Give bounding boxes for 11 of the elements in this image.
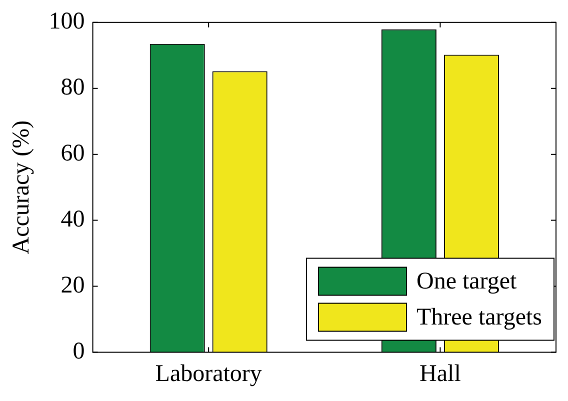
y-axis-title: Accuracy (%): [8, 120, 35, 254]
x-tick-label: Hall: [420, 360, 462, 387]
x-tick-label: Laboratory: [155, 360, 262, 387]
y-tick-label: 40: [60, 206, 85, 233]
y-tick-label: 20: [60, 272, 85, 299]
y-tick-label: 60: [60, 140, 85, 167]
legend-label: Three targets: [416, 304, 542, 330]
y-tick-label: 0: [72, 338, 85, 364]
legend-label: One target: [416, 268, 518, 294]
y-tick-label: 80: [60, 74, 85, 101]
y-tick-label: 100: [48, 8, 85, 35]
